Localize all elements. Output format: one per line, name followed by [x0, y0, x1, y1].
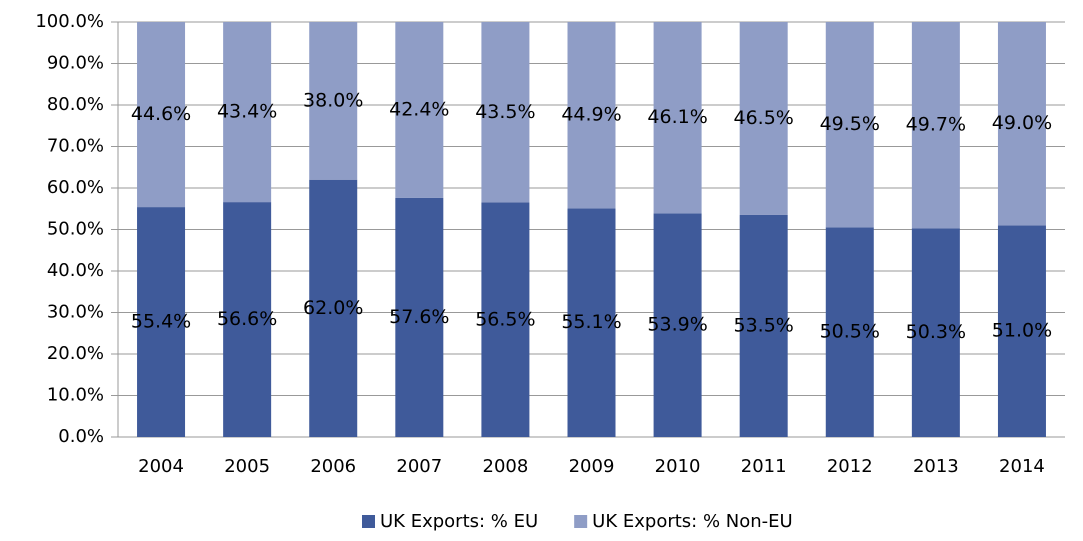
x-tick-label: 2005: [224, 456, 270, 477]
y-tick-label: 50.0%: [47, 219, 104, 240]
data-label: 51.0%: [992, 320, 1052, 342]
data-label: 50.5%: [820, 321, 880, 343]
data-label: 49.7%: [906, 114, 966, 136]
y-tick-label: 60.0%: [47, 177, 104, 198]
y-tick-label: 10.0%: [47, 385, 104, 406]
bar-segment: [825, 227, 874, 437]
data-label: 42.4%: [389, 98, 449, 120]
data-label: 53.5%: [734, 314, 794, 336]
data-label: 43.4%: [217, 101, 277, 123]
x-tick-label: 2012: [827, 456, 873, 477]
bar-segment: [567, 22, 616, 209]
x-tick-label: 2008: [483, 456, 529, 477]
bar-segment: [911, 228, 960, 437]
legend-swatch: [574, 515, 588, 528]
x-tick-label: 2013: [913, 456, 959, 477]
y-tick-label: 90.0%: [47, 53, 104, 74]
bar-segment: [825, 22, 874, 228]
bar-segment: [653, 22, 702, 214]
bar-segment: [137, 22, 186, 208]
data-label: 49.5%: [820, 113, 880, 135]
bar-segment: [309, 179, 358, 437]
bar-segment: [739, 214, 788, 437]
bar-segment: [997, 225, 1046, 437]
data-label: 49.0%: [992, 112, 1052, 134]
data-label: 62.0%: [303, 297, 363, 319]
y-tick-label: 80.0%: [47, 94, 104, 115]
bar-segment: [223, 22, 272, 203]
data-label: 44.6%: [131, 103, 191, 125]
bar-segment: [395, 197, 444, 437]
y-tick-label: 70.0%: [47, 136, 104, 157]
x-tick-label: 2014: [999, 456, 1045, 477]
bar-segment: [223, 202, 272, 437]
data-label: 57.6%: [389, 306, 449, 328]
y-tick-label: 40.0%: [47, 260, 104, 281]
bar-segment: [911, 22, 960, 229]
data-label: 55.4%: [131, 311, 191, 333]
data-label: 44.9%: [561, 104, 621, 126]
data-label: 43.5%: [475, 101, 535, 123]
data-label: 50.3%: [906, 321, 966, 343]
data-label: 38.0%: [303, 89, 363, 111]
bar-segment: [997, 22, 1046, 226]
legend-label: UK Exports: % EU: [380, 511, 538, 532]
data-label: 53.9%: [647, 314, 707, 336]
data-label: 56.5%: [475, 308, 535, 330]
bar-segment: [481, 22, 530, 203]
data-label: 46.1%: [647, 106, 707, 128]
bar-segment: [567, 208, 616, 437]
y-tick-label: 100.0%: [35, 11, 104, 32]
x-tick-label: 2011: [741, 456, 787, 477]
data-label: 46.5%: [734, 107, 794, 129]
legend-label: UK Exports: % Non-EU: [592, 511, 793, 532]
bar-segment: [395, 22, 444, 198]
bar-segment: [653, 213, 702, 437]
bar-segment: [137, 207, 186, 437]
y-tick-label: 30.0%: [47, 302, 104, 323]
x-tick-label: 2004: [138, 456, 184, 477]
y-tick-label: 20.0%: [47, 343, 104, 364]
bar-segment: [309, 22, 358, 180]
data-label: 56.6%: [217, 308, 277, 330]
data-label: 55.1%: [561, 311, 621, 333]
y-tick-label: 0.0%: [58, 426, 104, 447]
x-tick-label: 2007: [396, 456, 442, 477]
x-tick-label: 2010: [655, 456, 701, 477]
x-tick-label: 2009: [569, 456, 615, 477]
bar-segment: [739, 22, 788, 215]
bar-segment: [481, 202, 530, 437]
x-tick-label: 2006: [310, 456, 356, 477]
legend-swatch: [362, 515, 375, 528]
